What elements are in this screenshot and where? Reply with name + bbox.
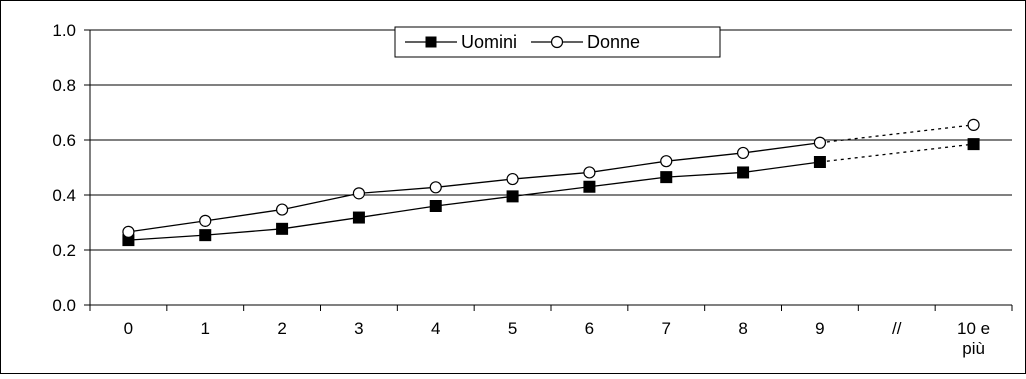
x-tick-label: // xyxy=(892,319,902,338)
point-uomini xyxy=(276,222,289,235)
series-line-donne xyxy=(281,192,360,211)
series-line-uomini xyxy=(589,176,667,188)
legend-marker-donne xyxy=(550,35,564,49)
x-tick-label: 1 xyxy=(201,319,210,338)
point-donne xyxy=(122,225,135,238)
x-tick-label: 8 xyxy=(738,319,747,338)
series-line-donne xyxy=(742,142,821,154)
series-line-donne xyxy=(435,178,513,188)
y-tick-label: 1.0 xyxy=(52,21,76,40)
x-tick-label: 6 xyxy=(585,319,594,338)
series-line-donne xyxy=(358,186,436,194)
x-tick-label: 10 e più xyxy=(957,319,990,358)
series-line-donne xyxy=(666,152,744,162)
y-tick-label: 0.4 xyxy=(52,186,76,205)
series-line-donne xyxy=(589,160,667,174)
point-donne xyxy=(506,172,519,186)
series-line-uomini xyxy=(205,228,283,236)
x-tick-label: 3 xyxy=(354,319,363,338)
y-tick-label: 0.2 xyxy=(52,241,76,260)
series-line-donne xyxy=(819,124,974,144)
y-tick-label: 0.6 xyxy=(52,131,76,150)
point-donne xyxy=(583,166,596,179)
point-donne xyxy=(967,118,980,131)
point-donne xyxy=(352,187,366,200)
series-line-donne xyxy=(128,220,206,233)
series-line-uomini xyxy=(358,205,436,219)
point-donne xyxy=(813,136,827,149)
point-uomini xyxy=(583,180,596,193)
point-donne xyxy=(199,214,212,227)
point-uomini xyxy=(737,166,750,179)
point-donne xyxy=(660,155,673,168)
series-line-uomini xyxy=(666,171,744,178)
legend-label-uomini: Uomini xyxy=(461,32,517,52)
x-tick-label: 0 xyxy=(124,319,133,338)
point-donne xyxy=(429,181,442,194)
x-tick-label: 2 xyxy=(277,319,286,338)
point-uomini xyxy=(199,229,212,242)
series-line-uomini xyxy=(819,143,974,163)
x-tick-label: 4 xyxy=(431,319,440,338)
point-donne xyxy=(736,146,750,160)
x-tick-label: 9 xyxy=(815,319,824,338)
legend: Uomini Donne xyxy=(394,26,721,58)
point-uomini xyxy=(429,200,442,212)
point-uomini xyxy=(506,190,519,203)
x-tick-label: 5 xyxy=(508,319,517,338)
x-tick-label: 7 xyxy=(662,319,671,338)
series-line-donne xyxy=(205,208,283,222)
series-line-uomini xyxy=(742,161,821,174)
point-uomini xyxy=(967,138,980,151)
y-tick-label: 0.8 xyxy=(52,76,76,95)
series-line-donne xyxy=(512,171,590,180)
point-uomini xyxy=(352,211,365,224)
y-tick-label: 0.0 xyxy=(52,296,76,315)
legend-label-donne: Donne xyxy=(587,32,640,52)
point-uomini xyxy=(813,156,826,168)
series-line-uomini xyxy=(512,186,590,198)
legend-marker-uomini xyxy=(425,36,437,48)
point-uomini xyxy=(660,171,673,184)
point-donne xyxy=(275,203,289,216)
series-line-uomini xyxy=(128,234,206,241)
series-line-uomini xyxy=(281,216,360,230)
series-line-uomini xyxy=(435,195,513,207)
